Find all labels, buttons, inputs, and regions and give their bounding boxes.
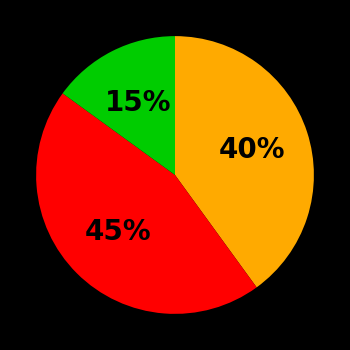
Text: 45%: 45% <box>85 218 151 246</box>
Wedge shape <box>36 93 257 314</box>
Wedge shape <box>63 36 175 175</box>
Text: 15%: 15% <box>105 89 172 117</box>
Text: 40%: 40% <box>218 136 285 164</box>
Wedge shape <box>175 36 314 287</box>
